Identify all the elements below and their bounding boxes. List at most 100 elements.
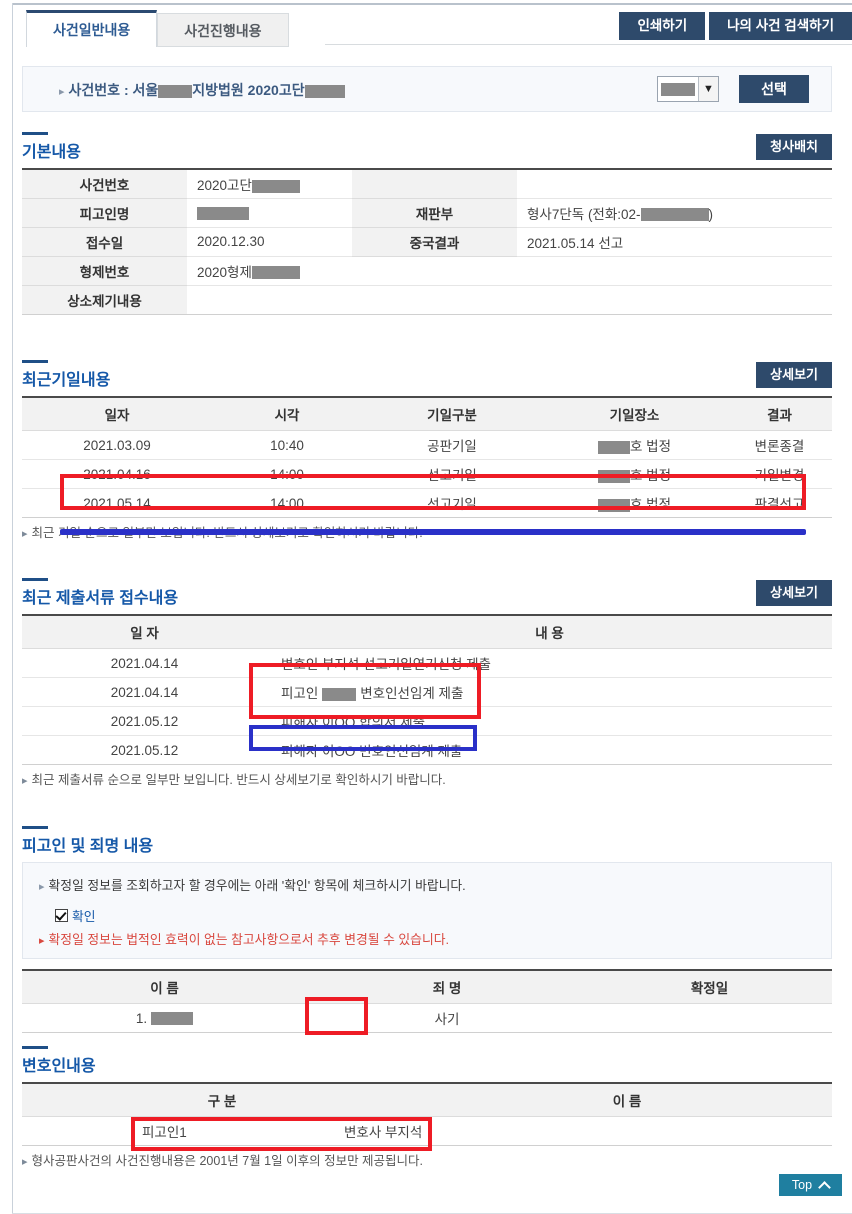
header-doc-content: 내 용 <box>267 615 832 649</box>
defendant-crime-section: 피고인 및 죄명 내용 ▸ 확정일 정보를 조회하고자 할 경우에는 아래 '확인… <box>22 826 832 1033</box>
table-row: 2021.05.12 피해자 이OO 합의서 제출 <box>22 706 832 736</box>
documents-header: 최근 제출서류 접수내용 상세보기 <box>22 578 832 614</box>
bullet-icon: ▸ <box>39 935 45 947</box>
my-case-search-button[interactable]: 나의 사건 검색하기 <box>709 12 852 40</box>
bullet-icon: ▸ <box>59 86 65 98</box>
tab-case-general[interactable]: 사건일반내용 <box>26 10 158 47</box>
table-row: 1. 사기 <box>22 1003 832 1033</box>
bullet-icon: ▸ <box>39 881 45 893</box>
crime-name: 사기 <box>307 1003 587 1033</box>
section-marker <box>22 826 48 829</box>
case-number-middle: 지방법원 2020고단 <box>192 82 305 98</box>
case-select-dropdown[interactable]: ▼ <box>657 76 719 102</box>
chevron-up-icon <box>818 1180 831 1194</box>
row-value-defendant-name <box>187 198 352 228</box>
left-divider <box>12 3 13 1214</box>
redacted-court-region <box>158 84 193 98</box>
hearings-detail-button[interactable]: 상세보기 <box>756 362 832 388</box>
hearing-date: 2021.04.16 <box>22 459 212 489</box>
doc-date: 2021.04.14 <box>22 677 267 707</box>
redacted-room <box>597 440 630 454</box>
redacted-value <box>197 206 249 220</box>
confirm-date-infobox: ▸ 확정일 정보를 조회하고자 할 경우에는 아래 '확인' 항목에 체크하시기 … <box>22 862 832 959</box>
table-row: 2021.05.12 피해자 이OO 변호인선임계 제출 <box>22 735 832 765</box>
lawyer-section: 변호인내용 구 분 이 름 피고인1 변호사 부지석 ▸ 형사공판사건의 사건진행… <box>22 1046 832 1169</box>
confirm-date-warning: ▸ 확정일 정보는 법적인 효력이 없는 참고사항으로서 추후 변경될 수 있습니… <box>39 932 450 947</box>
row-value-empty-5 <box>517 285 832 315</box>
row-value-receipt-date: 2020.12.30 <box>187 227 352 257</box>
redacted-case-serial <box>304 84 345 98</box>
confirm-checkbox-label: 확인 <box>72 909 96 924</box>
doc-date: 2021.04.14 <box>22 648 267 678</box>
scroll-to-top-button[interactable]: Top <box>779 1174 842 1196</box>
row-label-receipt-date: 접수일 <box>22 227 187 257</box>
recent-hearings-section: 최근기일내용 상세보기 일자 시각 기일구분 기일장소 결과 2021.03.0… <box>22 360 832 541</box>
header-confirm-date: 확정일 <box>587 970 832 1004</box>
selected-case-value-redacted <box>661 82 695 96</box>
table-header-row: 일 자 내 용 <box>22 615 832 649</box>
submitted-documents-table: 일 자 내 용 2021.04.14 변호인 부지석 선고기일연기신청 제출 2… <box>22 614 832 765</box>
confirm-checkbox[interactable] <box>55 909 68 922</box>
tab-bar: 사건일반내용 사건진행내용 <box>26 10 289 47</box>
table-row: 2021.04.14 피고인 변호인선임계 제출 <box>22 677 832 707</box>
hearing-type: 선고기일 <box>362 459 542 489</box>
doc-date: 2021.05.12 <box>22 706 267 736</box>
row-value-court-division: 형사7단독 (전화:02-) <box>517 198 832 228</box>
hearing-place: 호 법정 <box>542 459 727 489</box>
redacted-room <box>597 469 630 483</box>
header-place: 기일장소 <box>542 397 727 431</box>
select-button[interactable]: 선택 <box>739 75 809 103</box>
hearing-date: 2021.03.09 <box>22 430 212 460</box>
defendant-crime-table: 이 름 죄 명 확정일 1. 사기 <box>22 969 832 1033</box>
doc-content: 변호인 부지석 선고기일연기신청 제출 <box>267 648 832 678</box>
tab-case-progress[interactable]: 사건진행내용 <box>157 13 289 47</box>
highlight-underline-hearing-row-3 <box>60 529 806 535</box>
row-value-empty-3 <box>517 256 832 286</box>
table-header-row: 일자 시각 기일구분 기일장소 결과 <box>22 397 832 431</box>
row-value-final-result: 2021.05.14 선고 <box>517 227 832 257</box>
hearing-place: 호 법정 <box>542 488 727 518</box>
top-divider <box>12 3 852 5</box>
row-value-case-number: 2020고단 <box>187 169 352 199</box>
section-marker <box>22 132 48 135</box>
confirm-date-instruction: ▸ 확정일 정보를 조회하고자 할 경우에는 아래 '확인' 항목에 체크하시기 … <box>39 878 466 893</box>
table-header-row: 이 름 죄 명 확정일 <box>22 970 832 1004</box>
table-row: 피고인명 재판부 형사7단독 (전화:02-) <box>22 198 832 228</box>
row-value-empty-2 <box>352 256 517 286</box>
table-row: 상소제기내용 <box>22 285 832 315</box>
confirm-checkbox-row[interactable]: 확인 <box>55 906 815 925</box>
table-row: 형제번호 2020형제 <box>22 256 832 286</box>
row-value-prosecution-number: 2020형제 <box>187 256 352 286</box>
row-label-final-result: 중국결과 <box>352 227 517 257</box>
table-row: 사건번호 2020고단 <box>22 169 832 199</box>
confirm-date-value <box>587 1003 832 1033</box>
case-number-prefix: 사건번호 : 서울 <box>68 82 159 98</box>
row-label-empty-1 <box>352 169 517 199</box>
header-crime: 죄 명 <box>307 970 587 1004</box>
basic-info-title: 기본내용 <box>22 144 81 161</box>
documents-detail-button[interactable]: 상세보기 <box>756 580 832 606</box>
hearing-time: 14:00 <box>212 459 362 489</box>
doc-content: 피해자 이OO 변호인선임계 제출 <box>267 735 832 765</box>
print-button[interactable]: 인쇄하기 <box>619 12 706 40</box>
table-row: 2021.04.14 변호인 부지석 선고기일연기신청 제출 <box>22 648 832 678</box>
header-name: 이 름 <box>22 970 307 1004</box>
chevron-down-icon[interactable]: ▼ <box>698 77 718 101</box>
bullet-icon: ▸ <box>22 1156 28 1168</box>
row-value-empty-4 <box>352 285 517 315</box>
hearing-type: 선고기일 <box>362 488 542 518</box>
courthouse-layout-button[interactable]: 청사배치 <box>756 134 832 160</box>
case-number-bar: ▸ 사건번호 : 서울 지방법원 2020고단 ▼ 선택 <box>22 66 832 112</box>
row-label-appeal: 상소제기내용 <box>22 285 187 315</box>
documents-note: ▸ 최근 제출서류 순으로 일부만 보입니다. 반드시 상세보기로 확인하시기 바… <box>22 773 446 787</box>
doc-date: 2021.05.12 <box>22 735 267 765</box>
header-type: 기일구분 <box>362 397 542 431</box>
row-value-appeal <box>187 285 352 315</box>
header-result: 결과 <box>727 397 832 431</box>
redacted-name <box>322 687 357 701</box>
tab-underline <box>325 44 852 45</box>
header-doc-date: 일 자 <box>22 615 267 649</box>
top-button-label: Top <box>791 1178 813 1192</box>
hearing-result: 기일변경 <box>727 459 832 489</box>
